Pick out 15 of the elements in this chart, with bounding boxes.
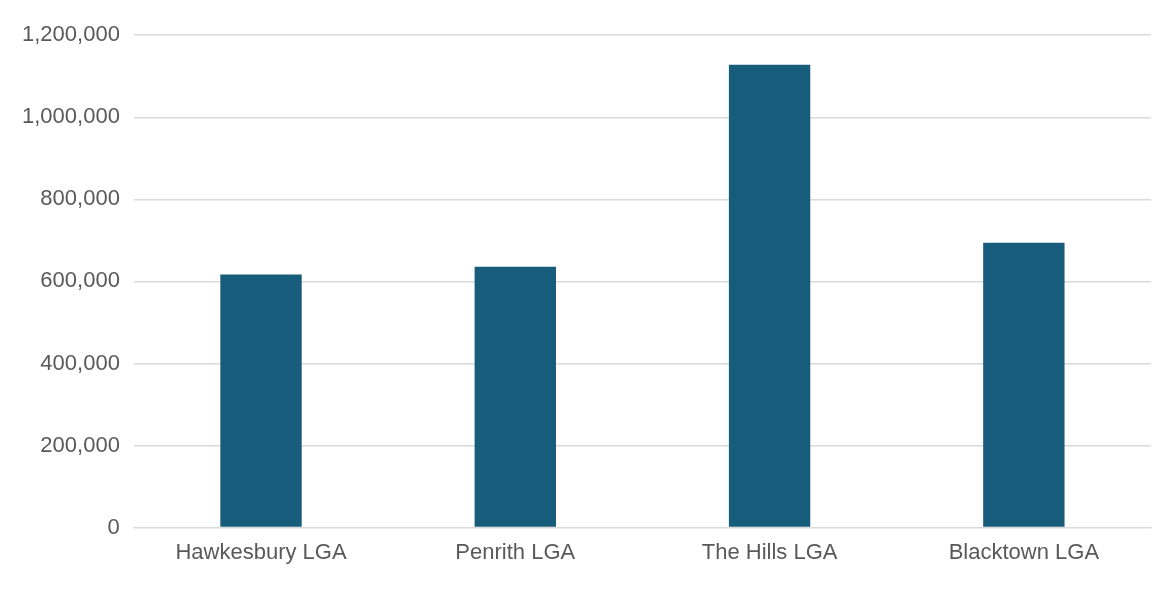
bar: [220, 274, 302, 527]
bar: [983, 242, 1065, 527]
y-tick-label: 400,000: [40, 349, 120, 375]
x-tick-label: Blacktown LGA: [948, 538, 1100, 564]
y-tick-label: 200,000: [40, 431, 120, 457]
y-tick-label: 800,000: [40, 185, 120, 211]
x-tick-label: Hawkesbury LGA: [175, 538, 347, 564]
y-tick-label: 0: [107, 513, 120, 539]
x-tick-label: The Hills LGA: [701, 538, 838, 564]
bar: [728, 64, 811, 527]
y-tick-label: 1,200,000: [22, 21, 120, 47]
bar: [474, 266, 556, 527]
y-tick-label: 600,000: [40, 267, 120, 293]
x-tick-label: Penrith LGA: [455, 538, 576, 564]
y-tick-label: 1,000,000: [22, 103, 120, 129]
